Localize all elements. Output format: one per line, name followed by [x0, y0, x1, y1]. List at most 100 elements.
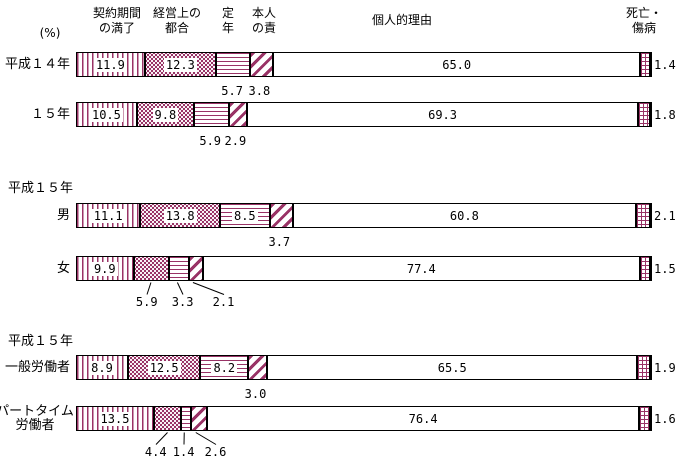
stacked-bar: 13.5 76.4 1.6 4.4 1.4 2.6	[76, 406, 676, 459]
column-header-management-reasons: 経営上の 都合	[152, 6, 202, 35]
bar-segment-management-reasons: 13.8	[141, 204, 221, 227]
segment-value-label: 3.8	[248, 84, 271, 98]
stacked-bar: 8.9 12.5 8.2 65.5 3.0 1.9	[76, 355, 676, 401]
bar-segment-contract-expiration: 13.5	[77, 407, 155, 430]
segment-value-label: 4.4	[144, 445, 167, 459]
segment-value-label: 65.0	[440, 57, 474, 72]
column-header-contract-expiration: 契約期間 の満了	[92, 6, 142, 35]
group-heading: 平成１５年	[8, 181, 74, 196]
segment-value-label: 1.4	[172, 445, 195, 459]
bar-segment-personal-reasons: 65.5	[268, 356, 639, 379]
bar-segment-mandatory-retirement	[194, 103, 230, 126]
stacked-bar: 10.5 9.8 69.3 5.9 2.9 1.8	[76, 102, 676, 148]
stacked-bar: 11.9 12.3 65.0 5.7 3.8 1.4	[76, 52, 676, 98]
segment-value-label: 11.9	[93, 57, 127, 72]
segment-value-label: 3.7	[268, 235, 291, 249]
bar-segment-personal-fault	[190, 257, 205, 280]
row-label: 男	[56, 207, 70, 223]
segment-value-label: 8.9	[89, 360, 115, 375]
bar-segment-personal-fault	[250, 53, 275, 76]
segment-value-label: 10.5	[89, 107, 123, 122]
stacked-bar: 11.1 13.8 8.5 60.8 3.7 2.1	[76, 203, 676, 249]
segment-value-label: 76.4	[406, 411, 440, 426]
segment-value-label: 5.7	[221, 84, 243, 98]
bar-segment-contract-expiration: 9.9	[77, 257, 135, 280]
row-label: 平成１４年	[4, 56, 70, 72]
segment-value-label: 5.9	[135, 295, 158, 309]
row-label: 一般労働者	[4, 359, 70, 375]
leader-line	[195, 432, 217, 445]
bar-segment-mandatory-retirement	[181, 407, 192, 430]
column-header-personal-fault: 本人 の責	[251, 6, 277, 35]
bar-segment-personal-reasons: 76.4	[208, 407, 640, 430]
bar-segment-death-injury-illness	[638, 103, 651, 126]
leader-lines	[155, 432, 217, 445]
bar-segment-personal-reasons: 77.4	[204, 257, 641, 280]
segment-value-label: 2.1	[212, 295, 235, 309]
bar-segment-personal-reasons: 65.0	[274, 53, 642, 76]
bar-segment-personal-fault	[270, 204, 294, 227]
segment-value-label: 8.5	[231, 208, 258, 223]
segment-value-label: 12.3	[163, 57, 197, 72]
segment-value-label: 5.9	[199, 134, 222, 148]
unit-label: (%)	[39, 26, 61, 40]
column-header-personal-reasons: 個人的理由	[371, 13, 433, 27]
segment-value-label: 2.1	[654, 208, 676, 223]
bar-row: パートタイム 労働者 13.5 76.4 1.6 4.4 1.4 2.6	[0, 403, 687, 459]
segment-value-label: 8.2	[211, 360, 238, 375]
bar-segment-personal-fault	[191, 407, 209, 430]
segment-value-label: 2.9	[224, 134, 247, 148]
segment-value-label: 13.8	[163, 208, 197, 223]
segment-value-label: 77.4	[404, 261, 438, 276]
leader-line	[192, 282, 225, 295]
segment-value-label: 2.6	[204, 445, 227, 459]
leader-line	[155, 432, 168, 445]
bar-row: 平成１４年 11.9 12.3 65.0 5.7 3.8 1.4	[0, 52, 687, 98]
bar-segment-contract-expiration: 11.9	[77, 53, 146, 76]
bar-row: 一般労働者 8.9 12.5 8.2 65.5 3.0 1.9	[0, 355, 687, 401]
segment-value-label: 60.8	[447, 208, 481, 223]
stacked-bar: 9.9 77.4 1.5 5.9 3.3 2.1	[76, 256, 676, 309]
segment-value-label: 13.5	[98, 411, 132, 426]
bar-segment-mandatory-retirement: 8.2	[201, 356, 250, 379]
bar-segment-death-injury-illness	[640, 407, 651, 430]
column-header-death-injury-illness: 死亡・ 傷病	[625, 6, 663, 35]
bar-segment-death-injury-illness	[637, 204, 651, 227]
bar-row: １５年 10.5 9.8 69.3 5.9 2.9 1.8	[0, 102, 687, 148]
bar-segment-mandatory-retirement: 8.5	[220, 204, 271, 227]
bar-segment-management-reasons	[134, 257, 170, 280]
row-label: パートタイム 労働者	[0, 403, 74, 433]
column-header-mandatory-retirement: 定 年	[221, 6, 235, 35]
bar-segment-management-reasons: 12.3	[145, 53, 217, 76]
leader-line	[176, 282, 184, 295]
group-heading: 平成１５年	[8, 334, 74, 349]
bar-row: 女 9.9 77.4 1.5 5.9 3.3 2.1	[0, 256, 687, 309]
segment-value-label: 1.8	[654, 107, 676, 122]
segment-value-label: 1.5	[654, 261, 676, 276]
bar-segment-mandatory-retirement	[169, 257, 191, 280]
bar-segment-death-injury-illness	[638, 356, 651, 379]
bar-segment-personal-reasons: 60.8	[293, 204, 638, 227]
bar-row: 男 11.1 13.8 8.5 60.8 3.7 2.1	[0, 203, 687, 249]
segment-value-label: 1.4	[654, 57, 676, 72]
bar-segment-management-reasons: 12.5	[129, 356, 202, 379]
segment-value-label: 69.3	[426, 107, 460, 122]
bar-segment-contract-expiration: 10.5	[77, 103, 138, 126]
leader-line	[146, 282, 152, 295]
bar-segment-contract-expiration: 8.9	[77, 356, 130, 379]
segment-value-label: 1.6	[654, 411, 676, 426]
segment-value-label: 11.1	[91, 208, 125, 223]
segment-value-label: 3.3	[171, 295, 194, 309]
row-label: 女	[56, 260, 70, 276]
row-label: １５年	[30, 106, 70, 122]
bar-segment-management-reasons: 9.8	[137, 103, 195, 126]
segment-value-label: 3.0	[244, 387, 267, 401]
segment-value-label: 12.5	[147, 360, 181, 375]
bar-segment-death-injury-illness	[640, 257, 651, 280]
segment-value-label: 65.5	[435, 360, 469, 375]
bar-segment-personal-reasons: 69.3	[248, 103, 639, 126]
segment-value-label: 9.9	[91, 261, 118, 276]
bar-segment-management-reasons	[154, 407, 182, 430]
bar-segment-personal-fault	[249, 356, 269, 379]
